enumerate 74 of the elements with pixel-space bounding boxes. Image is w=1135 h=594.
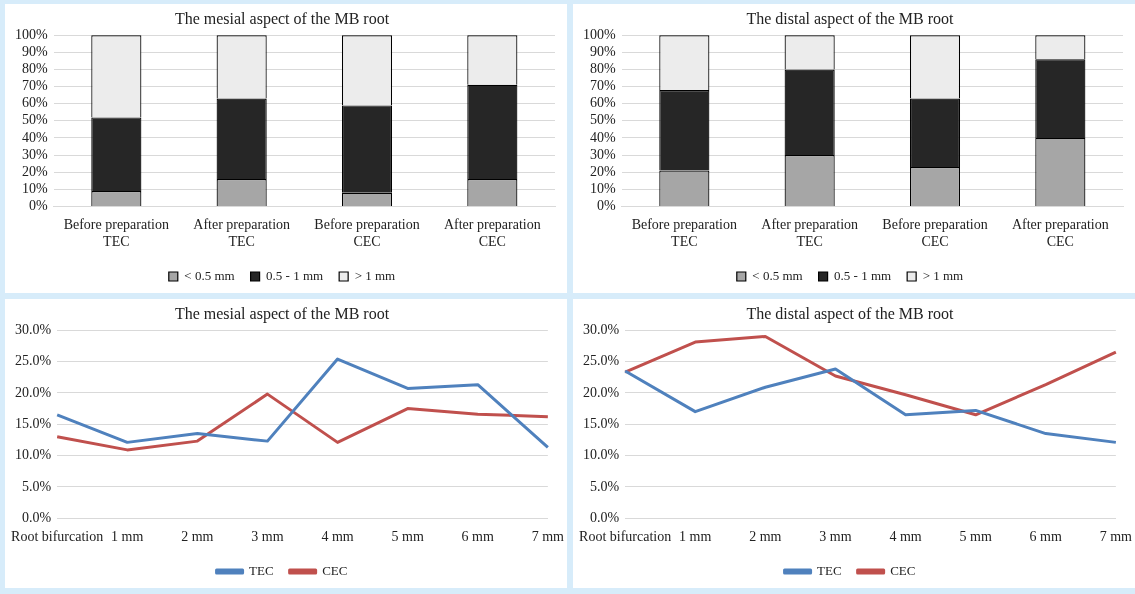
legend-label: > 1 mm (354, 267, 396, 283)
x-tick-label: Before preparation CEC (314, 217, 420, 250)
y-tick-label: 20% (21, 163, 48, 179)
x-tick-label: After preparation TEC (761, 217, 859, 250)
y-tick-label: 100% (582, 26, 616, 42)
x-tick-label: 4 mm (321, 529, 354, 545)
y-tick-label: 10% (589, 180, 616, 196)
x-tick-label: 2 mm (181, 529, 214, 545)
y-tick-label: 30% (589, 146, 616, 162)
x-tick-label: After preparation TEC (193, 217, 291, 250)
y-tick-label: 80% (589, 61, 616, 77)
x-tick-label: 6 mm (1029, 529, 1063, 545)
x-tick-label: Before preparation CEC (882, 217, 988, 250)
y-tick-label: 20.0% (14, 384, 52, 400)
y-tick-label: 15.0% (14, 415, 52, 431)
y-tick-label: 100% (14, 26, 48, 42)
chart-title: The mesial aspect of the MB root (174, 9, 390, 28)
legend-label: TEC (249, 562, 274, 578)
y-tick-label: 90% (589, 43, 616, 59)
y-tick-label: 20% (589, 163, 616, 179)
x-tick-label: 1 mm (111, 529, 144, 545)
legend-label: < 0.5 mm (752, 267, 803, 283)
y-tick-label: 5.0% (589, 478, 620, 494)
y-tick-label: 60% (21, 95, 48, 111)
x-tick-label: Before preparation TEC (63, 217, 169, 250)
x-tick-label: After preparation CEC (443, 217, 541, 250)
y-tick-label: 90% (21, 43, 48, 59)
x-tick-label: 2 mm (749, 529, 782, 545)
legend-label: TEC (817, 562, 842, 578)
y-tick-label: 40% (589, 129, 616, 145)
x-tick-label: Root bifurcation (579, 529, 672, 545)
x-tick-label: Root bifurcation (11, 529, 104, 545)
x-tick-label: 4 mm (889, 529, 922, 545)
y-tick-label: 10% (21, 180, 48, 196)
y-tick-label: 70% (21, 78, 48, 94)
x-tick-label: 1 mm (679, 529, 712, 545)
y-tick-label: 70% (589, 78, 616, 94)
chart-title: The distal aspect of the MB root (746, 304, 955, 323)
legend-label: 0.5 - 1 mm (834, 267, 892, 283)
x-tick-label: 5 mm (959, 529, 992, 545)
x-tick-label: 3 mm (819, 529, 852, 545)
x-tick-label: 6 mm (461, 529, 495, 545)
y-tick-label: 15.0% (582, 415, 620, 431)
chart-title: The distal aspect of the MB root (746, 9, 955, 28)
y-tick-label: 5.0% (21, 478, 52, 494)
x-tick-label: Before preparation TEC (631, 217, 737, 250)
x-tick-label: 5 mm (391, 529, 424, 545)
y-tick-label: 10.0% (14, 447, 52, 463)
x-tick-label: 7 mm (1099, 529, 1133, 545)
y-tick-label: 60% (589, 95, 616, 111)
y-tick-label: 80% (21, 61, 48, 77)
y-tick-label: 40% (21, 129, 48, 145)
y-tick-label: 0.0% (21, 509, 52, 525)
x-tick-label: 7 mm (531, 529, 565, 545)
legend-label: > 1 mm (922, 267, 964, 283)
y-tick-label: 30.0% (582, 321, 620, 337)
chart-title: The mesial aspect of the MB root (174, 304, 390, 323)
y-tick-label: 50% (589, 112, 616, 128)
x-tick-label: After preparation CEC (1011, 217, 1109, 250)
y-tick-label: 25.0% (582, 353, 620, 369)
x-tick-label: 3 mm (251, 529, 284, 545)
y-tick-label: 30% (21, 146, 48, 162)
legend-label: CEC (322, 562, 348, 578)
y-tick-label: 20.0% (582, 384, 620, 400)
y-tick-label: 0% (596, 198, 616, 214)
y-tick-label: 10.0% (582, 447, 620, 463)
y-tick-label: 30.0% (14, 321, 52, 337)
legend-label: 0.5 - 1 mm (266, 267, 324, 283)
legend-label: < 0.5 mm (184, 267, 235, 283)
y-tick-label: 25.0% (14, 353, 52, 369)
y-tick-label: 0.0% (589, 509, 620, 525)
y-tick-label: 0% (28, 198, 48, 214)
y-tick-label: 50% (21, 112, 48, 128)
legend-label: CEC (890, 562, 916, 578)
